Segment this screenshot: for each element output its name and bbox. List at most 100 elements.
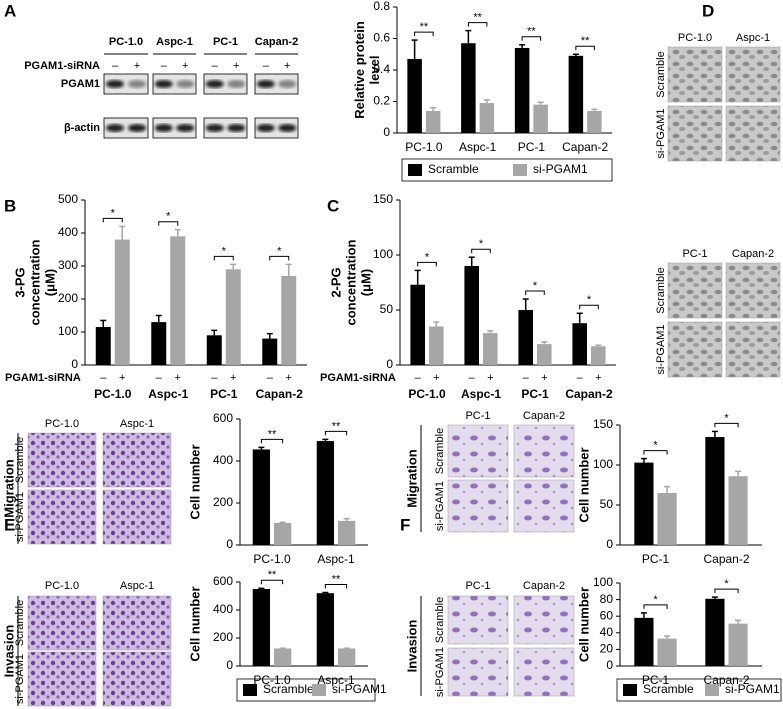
significance: * bbox=[724, 578, 729, 590]
condition-label: si-PGAM1 bbox=[14, 654, 26, 704]
significance-bracket bbox=[575, 45, 595, 51]
significance-bracket bbox=[414, 31, 434, 37]
bar bbox=[479, 103, 495, 133]
x-tick-label: PC-1.0 bbox=[405, 140, 443, 154]
legend-label: si-PGAM1 bbox=[533, 162, 588, 176]
blot-frame bbox=[254, 117, 299, 139]
blot-band bbox=[154, 124, 173, 132]
x-tick-label: PC-1 bbox=[642, 673, 670, 687]
panel-label: E bbox=[4, 515, 15, 534]
legend-swatch bbox=[243, 684, 257, 696]
micrograph bbox=[513, 647, 575, 697]
legend-label: si-PGAM1 bbox=[725, 682, 780, 696]
condition-label: Scramble bbox=[655, 267, 667, 313]
lane-mark: – bbox=[212, 60, 219, 72]
x-tick-label: Capan-2 bbox=[565, 387, 613, 401]
lane-mark: + bbox=[134, 60, 140, 72]
bar bbox=[262, 338, 278, 365]
lane-mark: – bbox=[112, 60, 119, 72]
significance-bracket bbox=[260, 438, 284, 444]
bar bbox=[591, 346, 606, 365]
image-label: Capan-2 bbox=[523, 410, 565, 422]
bar bbox=[518, 310, 533, 365]
bar bbox=[252, 449, 270, 545]
micrograph bbox=[725, 46, 781, 103]
micrograph bbox=[725, 105, 781, 162]
significance: ** bbox=[420, 21, 429, 33]
micrograph bbox=[667, 46, 723, 103]
bar bbox=[407, 58, 422, 133]
bar bbox=[225, 269, 241, 365]
x-tick-label: PC-1 bbox=[518, 140, 546, 154]
y-tick-label: 300 bbox=[58, 258, 78, 272]
significance-bracket bbox=[324, 430, 348, 436]
y-tick-label: 0 bbox=[386, 357, 393, 371]
y-tick-label: 50 bbox=[600, 497, 614, 511]
blot-band bbox=[128, 80, 146, 88]
x-tick-label: Capan-2 bbox=[703, 552, 749, 566]
significance-bracket bbox=[525, 290, 545, 295]
treatment-label: PGAM1-siRNA bbox=[320, 372, 396, 384]
x-tick-label: PC-1.0 bbox=[94, 387, 132, 401]
y-tick-label: 20 bbox=[600, 642, 614, 656]
x-tick-label: PC-1 bbox=[642, 552, 670, 566]
panel-label: F bbox=[400, 515, 410, 534]
blot-frame bbox=[103, 73, 149, 95]
y-tick-label: 400 bbox=[213, 602, 233, 616]
image-label: PC-1.0 bbox=[45, 580, 79, 592]
blot-frame bbox=[152, 73, 197, 95]
bar bbox=[657, 638, 677, 666]
micrograph bbox=[102, 595, 172, 651]
image-label: Aspc-1 bbox=[120, 418, 154, 430]
blot-band bbox=[128, 124, 146, 132]
y-tick-label: 100 bbox=[58, 324, 78, 338]
condition-label: si-PGAM1 bbox=[655, 108, 667, 158]
significance: ** bbox=[332, 420, 341, 432]
blot-band bbox=[256, 124, 275, 132]
legend-label: Scramble bbox=[263, 682, 314, 696]
y-tick-label: 100 bbox=[593, 457, 613, 471]
significance-bracket bbox=[643, 604, 668, 609]
y-axis-label: 3-PG bbox=[12, 267, 27, 297]
y-tick-label: 0.2 bbox=[373, 94, 390, 108]
blot-band bbox=[278, 124, 297, 132]
micrograph bbox=[27, 595, 97, 651]
x-tick-label: Capan-2 bbox=[256, 387, 304, 401]
image-label: Aspc-1 bbox=[736, 32, 770, 44]
y-tick-label: 600 bbox=[213, 411, 233, 425]
bar bbox=[95, 327, 111, 365]
y-tick-label: 0 bbox=[226, 537, 233, 551]
micrograph bbox=[725, 262, 781, 319]
legend-label: Scramble bbox=[428, 162, 479, 176]
treatment-mark: – bbox=[267, 372, 274, 384]
significance-bracket bbox=[471, 248, 491, 254]
y-tick-label: 150 bbox=[373, 192, 393, 206]
y-axis-label: Cell number bbox=[576, 587, 591, 662]
bar bbox=[537, 344, 552, 365]
y-tick-label: 500 bbox=[58, 192, 78, 206]
blot-band bbox=[205, 80, 224, 88]
y-tick-label: 0 bbox=[383, 125, 390, 139]
micrograph bbox=[447, 424, 509, 478]
y-tick-label: 0 bbox=[71, 357, 78, 371]
legend-box bbox=[401, 158, 613, 182]
blot-frame bbox=[254, 73, 299, 95]
y-axis-label: Relative protein bbox=[352, 21, 367, 119]
treatment-mark: + bbox=[230, 372, 236, 384]
y-axis-label: concentration bbox=[343, 239, 358, 325]
significance-bracket bbox=[714, 422, 739, 428]
treatment-label: PGAM1-siRNA bbox=[5, 372, 81, 384]
significance: ** bbox=[332, 573, 341, 585]
assay-label: Invasion bbox=[404, 620, 419, 673]
image-label: PC-1.0 bbox=[678, 32, 712, 44]
bar bbox=[634, 617, 654, 666]
significance: * bbox=[724, 412, 729, 424]
bar bbox=[151, 322, 167, 365]
treatment-mark: – bbox=[415, 372, 422, 384]
bar bbox=[410, 284, 425, 365]
significance-bracket bbox=[521, 36, 542, 41]
bar bbox=[114, 239, 130, 365]
treatment-mark: + bbox=[286, 372, 292, 384]
image-label: PC-1 bbox=[465, 410, 490, 422]
micrograph bbox=[667, 105, 723, 162]
